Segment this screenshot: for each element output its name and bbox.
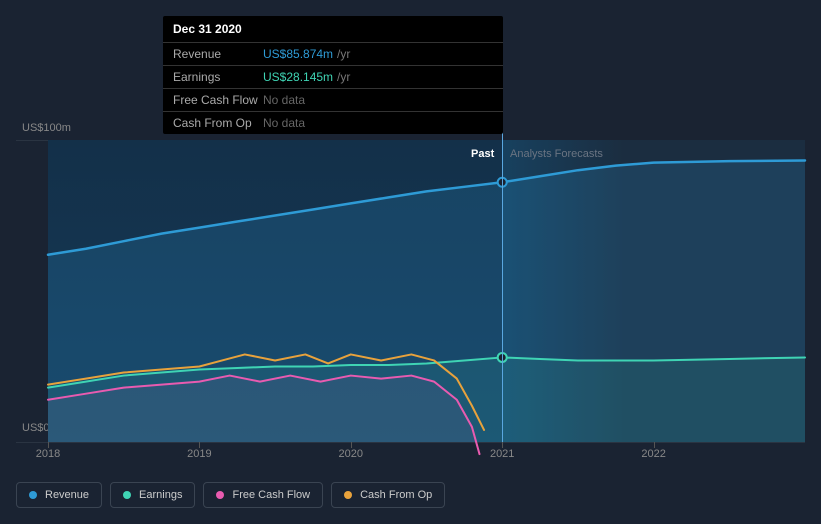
tooltip-row: Free Cash FlowNo data — [163, 89, 503, 112]
section-label-forecast: Analysts Forecasts — [510, 148, 603, 160]
tooltip-metric-label: Revenue — [173, 47, 263, 61]
tooltip-metric-value: No data — [263, 116, 305, 130]
legend-label: Revenue — [45, 489, 89, 501]
legend-label: Cash From Op — [360, 489, 432, 501]
tooltip-row: EarningsUS$28.145m/yr — [163, 66, 503, 89]
legend-item-revenue[interactable]: Revenue — [16, 482, 102, 508]
x-axis-label: 2022 — [641, 448, 665, 460]
legend-dot-icon — [216, 491, 224, 499]
tooltip-metric-label: Earnings — [173, 70, 263, 84]
tooltip-metric-value: No data — [263, 93, 305, 107]
x-axis: 20182019202020212022 — [48, 448, 805, 468]
legend-dot-icon — [344, 491, 352, 499]
legend-dot-icon — [123, 491, 131, 499]
legend-item-free-cash-flow[interactable]: Free Cash Flow — [203, 482, 323, 508]
legend-dot-icon — [29, 491, 37, 499]
tooltip-metric-value: US$85.874m — [263, 47, 333, 61]
legend: Revenue Earnings Free Cash Flow Cash From O… — [16, 482, 445, 508]
legend-item-cash-from-op[interactable]: Cash From Op — [331, 482, 445, 508]
tooltip-row: Cash From OpNo data — [163, 112, 503, 134]
x-axis-label: 2021 — [490, 448, 514, 460]
legend-label: Earnings — [139, 489, 182, 501]
tooltip-metric-unit: /yr — [337, 47, 350, 61]
tooltip-metric-label: Free Cash Flow — [173, 93, 263, 107]
x-axis-label: 2018 — [36, 448, 60, 460]
tooltip-metric-label: Cash From Op — [173, 116, 263, 130]
chart-tooltip: Dec 31 2020 RevenueUS$85.874m/yrEarnings… — [163, 16, 503, 134]
tooltip-metric-value: US$28.145m — [263, 70, 333, 84]
tooltip-row: RevenueUS$85.874m/yr — [163, 43, 503, 66]
x-axis-label: 2020 — [339, 448, 363, 460]
section-label-past: Past — [471, 148, 494, 160]
legend-item-earnings[interactable]: Earnings — [110, 482, 195, 508]
legend-label: Free Cash Flow — [232, 489, 310, 501]
tooltip-metric-unit: /yr — [337, 70, 350, 84]
x-axis-label: 2019 — [187, 448, 211, 460]
tooltip-date: Dec 31 2020 — [163, 16, 503, 43]
